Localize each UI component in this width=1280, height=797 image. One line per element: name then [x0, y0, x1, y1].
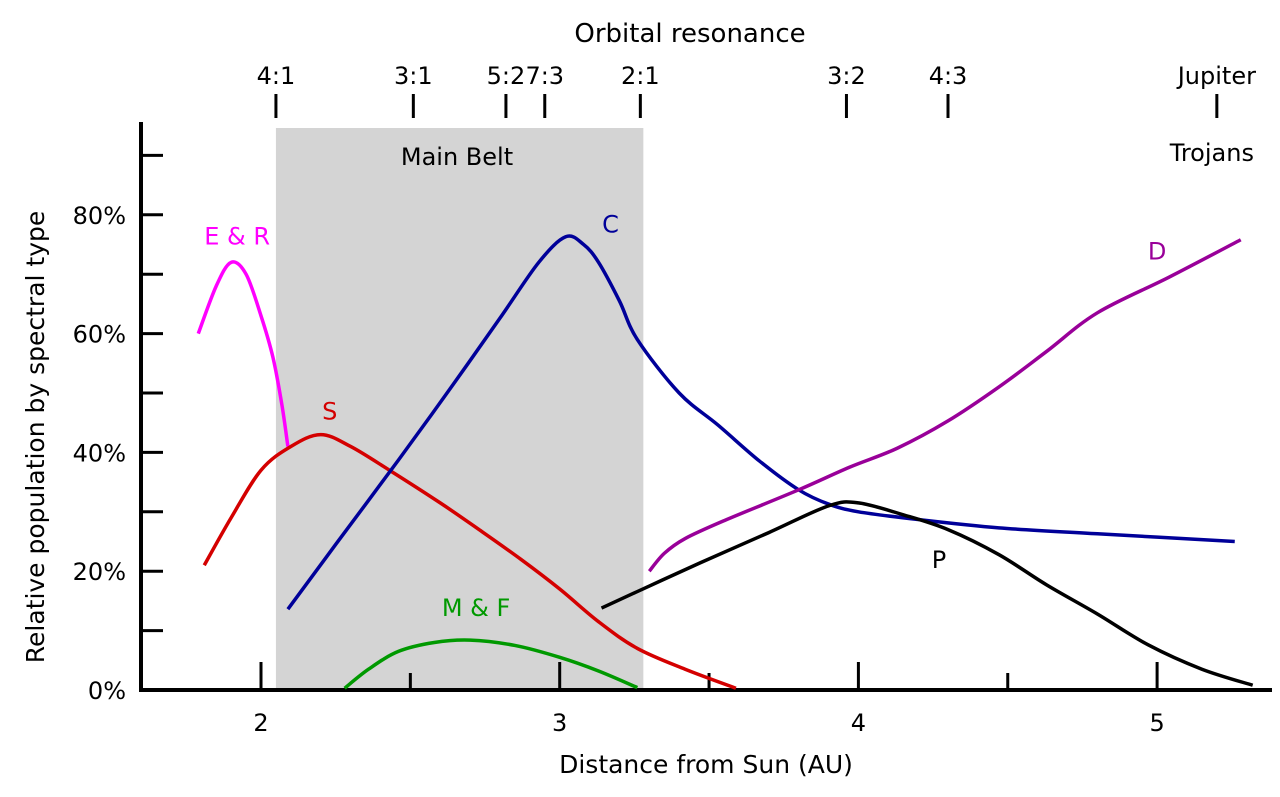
x-tick-label: 3: [552, 709, 567, 737]
resonance-label: 3:2: [827, 62, 866, 90]
series-group: E & R S C D P M & F: [196, 211, 1254, 690]
resonance-label: 2:1: [621, 62, 660, 90]
resonance-label: 3:1: [394, 62, 433, 90]
x-tick-label: 2: [253, 709, 268, 737]
resonance-label: 4:1: [257, 62, 296, 90]
main-belt-region: [275, 128, 644, 690]
y-tick-label: 60%: [73, 321, 126, 349]
resonance-label: 5:2: [487, 62, 526, 90]
series-line-m-f: [343, 638, 639, 690]
series-line-p: [600, 500, 1254, 687]
y-tick-label: 20%: [73, 558, 126, 586]
resonance-label: 7:3: [525, 62, 564, 90]
resonance-label-2: Trojans: [1169, 139, 1254, 167]
series-label-p: P: [932, 546, 946, 574]
series-label-m-f: M & F: [442, 594, 510, 622]
top-resonance-axis: 4:1 3:1 5:2 7:3 2:1 3:2 4:3 Jupiter Trojans: [257, 62, 1256, 167]
main-belt-label: Main Belt: [401, 143, 513, 171]
y-axis: 0% 20% 40% 60% 80%: [73, 122, 163, 705]
x-axis: 2 3 4 5: [139, 662, 1272, 737]
resonance-label: Jupiter: [1176, 62, 1256, 90]
x-axis-title: Distance from Sun (AU): [559, 750, 853, 779]
series-line-s: [202, 432, 737, 690]
series-line-d: [647, 238, 1242, 573]
top-axis-title: Orbital resonance: [574, 19, 805, 49]
x-tick-label: 5: [1149, 709, 1164, 737]
series-line-e-r: [196, 260, 290, 447]
series-label-s: S: [322, 398, 337, 426]
y-tick-label: 40%: [73, 439, 126, 467]
series-label-e-r: E & R: [204, 223, 270, 251]
y-tick-label: 80%: [73, 202, 126, 230]
series-label-d: D: [1148, 237, 1166, 265]
resonance-label: 4:3: [929, 62, 968, 90]
series-label-c: C: [602, 211, 619, 239]
x-tick-label: 4: [851, 709, 866, 737]
y-axis-title: Relative population by spectral type: [21, 211, 50, 664]
y-tick-label: 0%: [88, 677, 126, 705]
